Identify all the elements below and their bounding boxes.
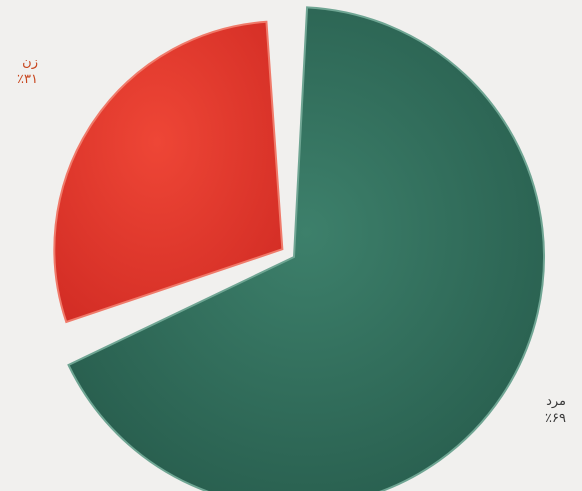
pie-slice-male	[67, 6, 545, 491]
slice-value-male: ٪۶۹	[545, 411, 566, 426]
pie-slice-female	[53, 20, 284, 324]
slice-label-male: مرد ٪۶۹	[520, 393, 566, 427]
slice-name-male: مرد	[546, 394, 566, 409]
slice-label-female: زن ٪۳۱	[0, 54, 38, 88]
slice-name-female: زن	[22, 55, 38, 70]
slice-value-female: ٪۳۱	[17, 72, 38, 87]
